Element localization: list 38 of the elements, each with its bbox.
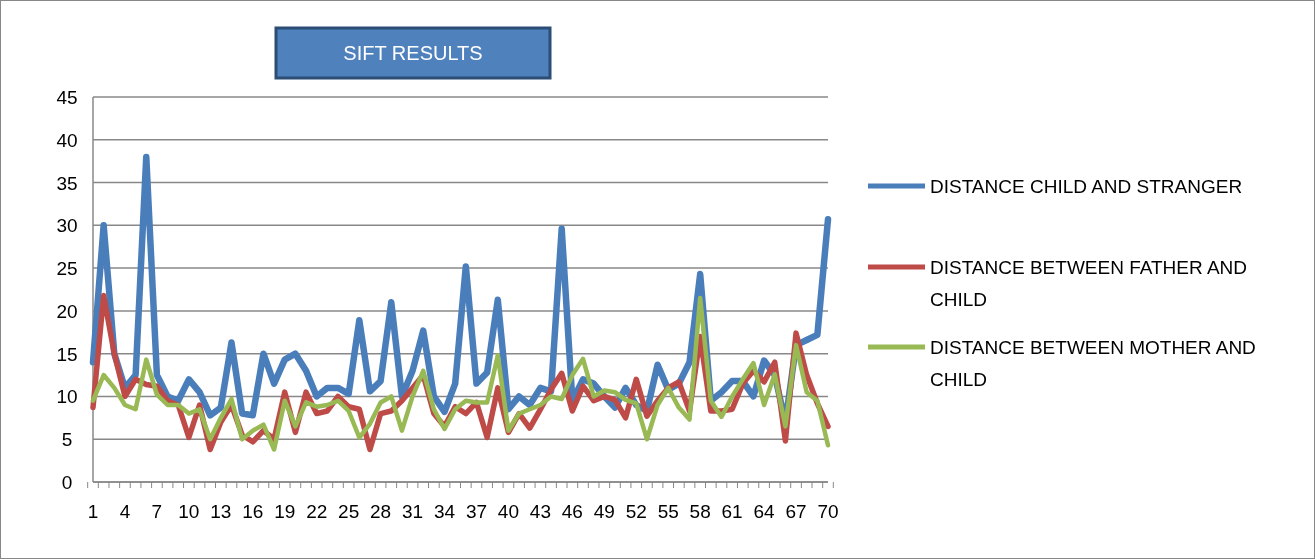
x-tick-label: 64 — [753, 501, 776, 522]
x-tick-label: 52 — [625, 501, 647, 522]
x-tick-label: 40 — [497, 501, 520, 522]
x-tick-label: 58 — [689, 501, 711, 522]
x-tick-label: 10 — [178, 501, 200, 522]
x-tick-label: 25 — [338, 501, 360, 522]
x-tick-label: 1 — [87, 501, 99, 522]
y-tick-label: 0 — [61, 472, 73, 493]
legend-label: DISTANCE CHILD AND STRANGER — [930, 176, 1243, 197]
x-tick-label: 4 — [119, 501, 131, 522]
x-tick-label: 7 — [151, 501, 163, 522]
y-tick-label: 10 — [56, 386, 78, 408]
x-tick-label: 19 — [274, 501, 296, 522]
y-tick-label: 15 — [56, 343, 78, 365]
x-tick-label: 49 — [593, 501, 615, 522]
y-tick-label: 25 — [56, 258, 78, 280]
x-tick-label: 34 — [433, 501, 456, 522]
legend-label: DISTANCE BETWEEN FATHER AND CHILD — [930, 257, 1248, 310]
y-tick-label: 5 — [61, 429, 73, 451]
x-tick-label: 70 — [817, 501, 839, 522]
y-tick-label: 35 — [56, 172, 78, 194]
y-tick-label: 30 — [56, 215, 78, 237]
x-tick-label: 46 — [561, 501, 583, 522]
x-tick-label: 55 — [657, 501, 679, 522]
x-tick-label: 37 — [465, 501, 488, 522]
x-tick-label: 43 — [529, 501, 551, 522]
x-tick-label: 31 — [401, 501, 424, 522]
y-tick-label: 45 — [56, 87, 78, 108]
x-tick-label: 28 — [370, 501, 392, 522]
y-tick-label: 40 — [56, 129, 78, 151]
x-tick-label: 16 — [242, 501, 264, 522]
y-tick-label: 20 — [56, 300, 78, 322]
x-tick-label: 13 — [210, 501, 232, 522]
legend-label: DISTANCE BETWEEN MOTHER AND CHILD — [930, 337, 1256, 390]
x-tick-label: 67 — [785, 501, 807, 522]
chart-title: SIFT RESULTS — [343, 42, 483, 64]
x-tick-label: 61 — [721, 501, 743, 522]
x-tick-label: 22 — [306, 501, 328, 522]
